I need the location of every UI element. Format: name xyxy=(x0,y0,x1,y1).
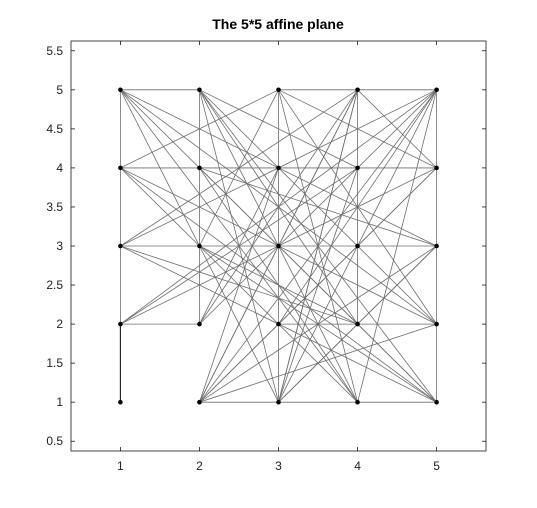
y-tick-label-0.5: 0.5 xyxy=(46,434,63,448)
plane-line-69 xyxy=(199,245,437,403)
x-tick-label-3: 3 xyxy=(275,459,282,473)
y-tick-label-1: 1 xyxy=(56,395,63,409)
point-3-1 xyxy=(276,399,281,405)
point-3-3 xyxy=(276,243,281,249)
point-1-5 xyxy=(118,87,123,93)
point-4-5 xyxy=(355,87,360,93)
plane-line-83 xyxy=(278,89,358,403)
point-4-4 xyxy=(355,165,360,171)
point-1-1 xyxy=(118,399,123,405)
plane-line-77 xyxy=(199,167,279,403)
plane-line-71 xyxy=(357,89,437,169)
plane-line-79 xyxy=(278,89,437,325)
point-2-3 xyxy=(197,243,202,249)
point-2-5 xyxy=(197,87,202,93)
plane-line-67 xyxy=(199,167,437,247)
y-tick-label-5.5: 5.5 xyxy=(46,44,63,58)
y-tick-label-2: 2 xyxy=(56,317,63,331)
point-1-2 xyxy=(118,321,123,327)
point-5-4 xyxy=(434,165,439,171)
point-2-1 xyxy=(197,399,202,405)
y-tick-label-2.5: 2.5 xyxy=(46,278,63,292)
x-tick-label-4: 4 xyxy=(354,459,361,473)
point-5-3 xyxy=(434,243,439,249)
point-1-4 xyxy=(118,165,123,171)
y-tick-label-1.5: 1.5 xyxy=(46,356,63,370)
point-3-5 xyxy=(276,87,281,93)
y-tick-label-3: 3 xyxy=(56,239,63,253)
y-tick-label-4.5: 4.5 xyxy=(46,122,63,136)
point-1-3 xyxy=(118,243,123,249)
plane-line-84 xyxy=(278,89,437,169)
y-tick-label-3.5: 3.5 xyxy=(46,200,63,214)
plane-line-76 xyxy=(199,89,279,247)
x-axis: 1 2 3 4 5 xyxy=(117,41,440,473)
point-2-2 xyxy=(197,321,202,327)
point-3-4 xyxy=(276,165,281,171)
x-tick-label-1: 1 xyxy=(117,459,124,473)
plane-line-75 xyxy=(199,167,279,325)
point-5-5 xyxy=(434,87,439,93)
point-5-2 xyxy=(434,321,439,327)
x-tick-label-5: 5 xyxy=(433,459,440,473)
point-5-1 xyxy=(434,399,439,405)
point-2-4 xyxy=(197,165,202,171)
plane-points xyxy=(118,87,439,405)
x-tick-label-2: 2 xyxy=(196,459,203,473)
y-tick-label-5: 5 xyxy=(56,83,63,97)
point-4-3 xyxy=(355,243,360,249)
point-4-2 xyxy=(355,321,360,327)
y-axis: 0.5 1 1.5 2 2.5 3 3.5 4 4.5 5 5.5 xyxy=(46,44,486,448)
y-tick-label-4: 4 xyxy=(56,161,63,175)
plane-line-82 xyxy=(199,323,437,403)
plane-line-74 xyxy=(199,89,358,325)
plane-line-48 xyxy=(357,89,437,403)
plane-line-85 xyxy=(278,167,358,403)
plane-line-86 xyxy=(199,89,358,169)
chart-title: The 5*5 affine plane xyxy=(212,16,344,32)
point-4-1 xyxy=(355,399,360,405)
point-3-2 xyxy=(276,321,281,327)
plane-line-68 xyxy=(199,245,358,325)
